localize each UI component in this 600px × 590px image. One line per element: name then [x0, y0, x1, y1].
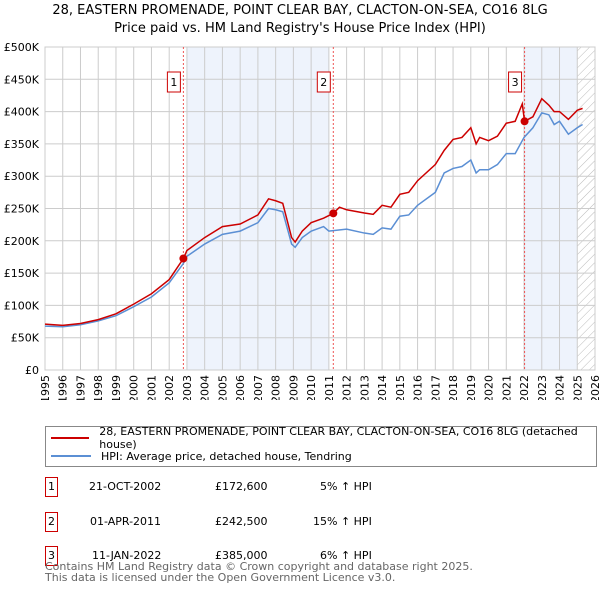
footer-copyright: Contains HM Land Registry data © Crown c… [45, 560, 473, 573]
plot-frame [44, 46, 596, 371]
x-tick-label: 2008 [270, 375, 283, 400]
property-price-line [44, 97, 583, 327]
x-tick-label: 2012 [341, 375, 354, 400]
y-tick-label: £150K [4, 267, 40, 280]
chart-title: 28, EASTERN PROMENADE, POINT CLEAR BAY, … [52, 3, 548, 18]
sale-badge: 1 [45, 477, 58, 497]
sale-price: £242,500 [215, 515, 268, 528]
sale-row: 3 11-JAN-2022 £385,000 6% ↑ HPI [45, 546, 545, 568]
x-tick-label: 1998 [92, 375, 105, 400]
x-tick-label: 2001 [145, 375, 158, 400]
x-tick-label: 2020 [483, 375, 496, 400]
x-tick-label: 2002 [163, 375, 176, 400]
sale-row: 2 01-APR-2011 £242,500 15% ↑ HPI [45, 512, 545, 534]
x-tick-label: 2004 [199, 375, 212, 400]
x-tick-label: 1996 [57, 375, 70, 400]
sale-hpi: 6% ↑ HPI [320, 549, 372, 562]
sale-point [329, 209, 338, 218]
sale-marker-badge [166, 71, 181, 93]
x-tick-label: 2024 [554, 375, 567, 400]
x-tick-label: 2019 [465, 375, 478, 400]
sale-badge: 3 [45, 546, 58, 566]
x-tick-label: 2023 [536, 375, 549, 400]
x-tick-label: 2018 [447, 375, 460, 400]
x-tick-label: 2025 [571, 375, 584, 400]
y-tick-label: £450K [4, 73, 40, 86]
legend-blue-swatch [51, 455, 91, 457]
x-tick-label: 2016 [412, 375, 425, 400]
x-tick-label: 2009 [287, 375, 300, 400]
x-tick-label: 1995 [39, 375, 52, 400]
y-tick-label: £0 [25, 364, 39, 377]
sale-point [520, 117, 529, 126]
sale-marker-badge [316, 71, 331, 93]
sale-hpi: 15% ↑ HPI [313, 515, 372, 528]
price-chart: 1995 1996 1997 1998 1999 2000 2001 2002 2003 2004… [4, 41, 600, 400]
x-tick-label: 2005 [216, 375, 229, 400]
sale-marker-number: 2 [320, 76, 327, 89]
x-tick-label: 2011 [323, 375, 336, 400]
y-tick-label: £300K [4, 170, 40, 183]
legend-hpi-label: HPI: Average price, detached house, Tend… [101, 449, 352, 463]
y-tick-label: £350K [4, 138, 40, 151]
sale-date: 11-JAN-2022 [92, 549, 162, 562]
legend: 28, EASTERN PROMENADE, POINT CLEAR BAY, … [45, 425, 597, 467]
x-tick-label: 2017 [429, 375, 442, 400]
x-tick-label: 2003 [181, 375, 194, 400]
x-tick-label: 2021 [500, 375, 513, 400]
x-tick-label: 1997 [74, 375, 87, 400]
sale-date: 01-APR-2011 [90, 515, 162, 528]
x-tick-label: 2013 [358, 375, 371, 400]
sale-row: 1 21-OCT-2002 £172,600 5% ↑ HPI [45, 477, 545, 499]
sale-marker-number: 1 [170, 76, 177, 89]
x-tick-label: 1999 [110, 375, 123, 400]
x-tick-label: 2006 [234, 375, 247, 400]
sale-price: £172,600 [215, 480, 268, 493]
chart-subtitle: Price paid vs. HM Land Registry's House … [114, 21, 486, 36]
x-tick-label: 2014 [376, 375, 389, 400]
legend-property-label: 28, EASTERN PROMENADE, POINT CLEAR BAY, … [99, 425, 578, 451]
y-tick-label: £250K [4, 203, 40, 216]
sale-point [179, 254, 188, 263]
footer-licence: This data is licensed under the Open Gov… [45, 571, 396, 584]
y-tick-label: £200K [4, 235, 40, 248]
y-tick-label: £500K [4, 41, 40, 54]
sale-hpi: 5% ↑ HPI [320, 480, 372, 493]
sale-date: 21-OCT-2002 [89, 480, 162, 493]
x-tick-label: 2007 [252, 375, 265, 400]
x-tick-label: 2026 [589, 375, 600, 400]
legend-red-swatch [51, 437, 90, 439]
x-tick-label: 2010 [305, 375, 318, 400]
y-tick-label: £400K [4, 106, 40, 119]
sale-badge: 2 [45, 512, 58, 532]
x-tick-label: 2000 [128, 375, 141, 400]
sale-marker-badge [508, 71, 523, 93]
x-tick-label: 2022 [518, 375, 531, 400]
sale-price: £385,000 [215, 549, 268, 562]
y-tick-label: £100K [4, 299, 40, 312]
y-tick-label: £50K [11, 332, 40, 345]
x-tick-label: 2015 [394, 375, 407, 400]
sale-marker-number: 3 [512, 76, 519, 89]
